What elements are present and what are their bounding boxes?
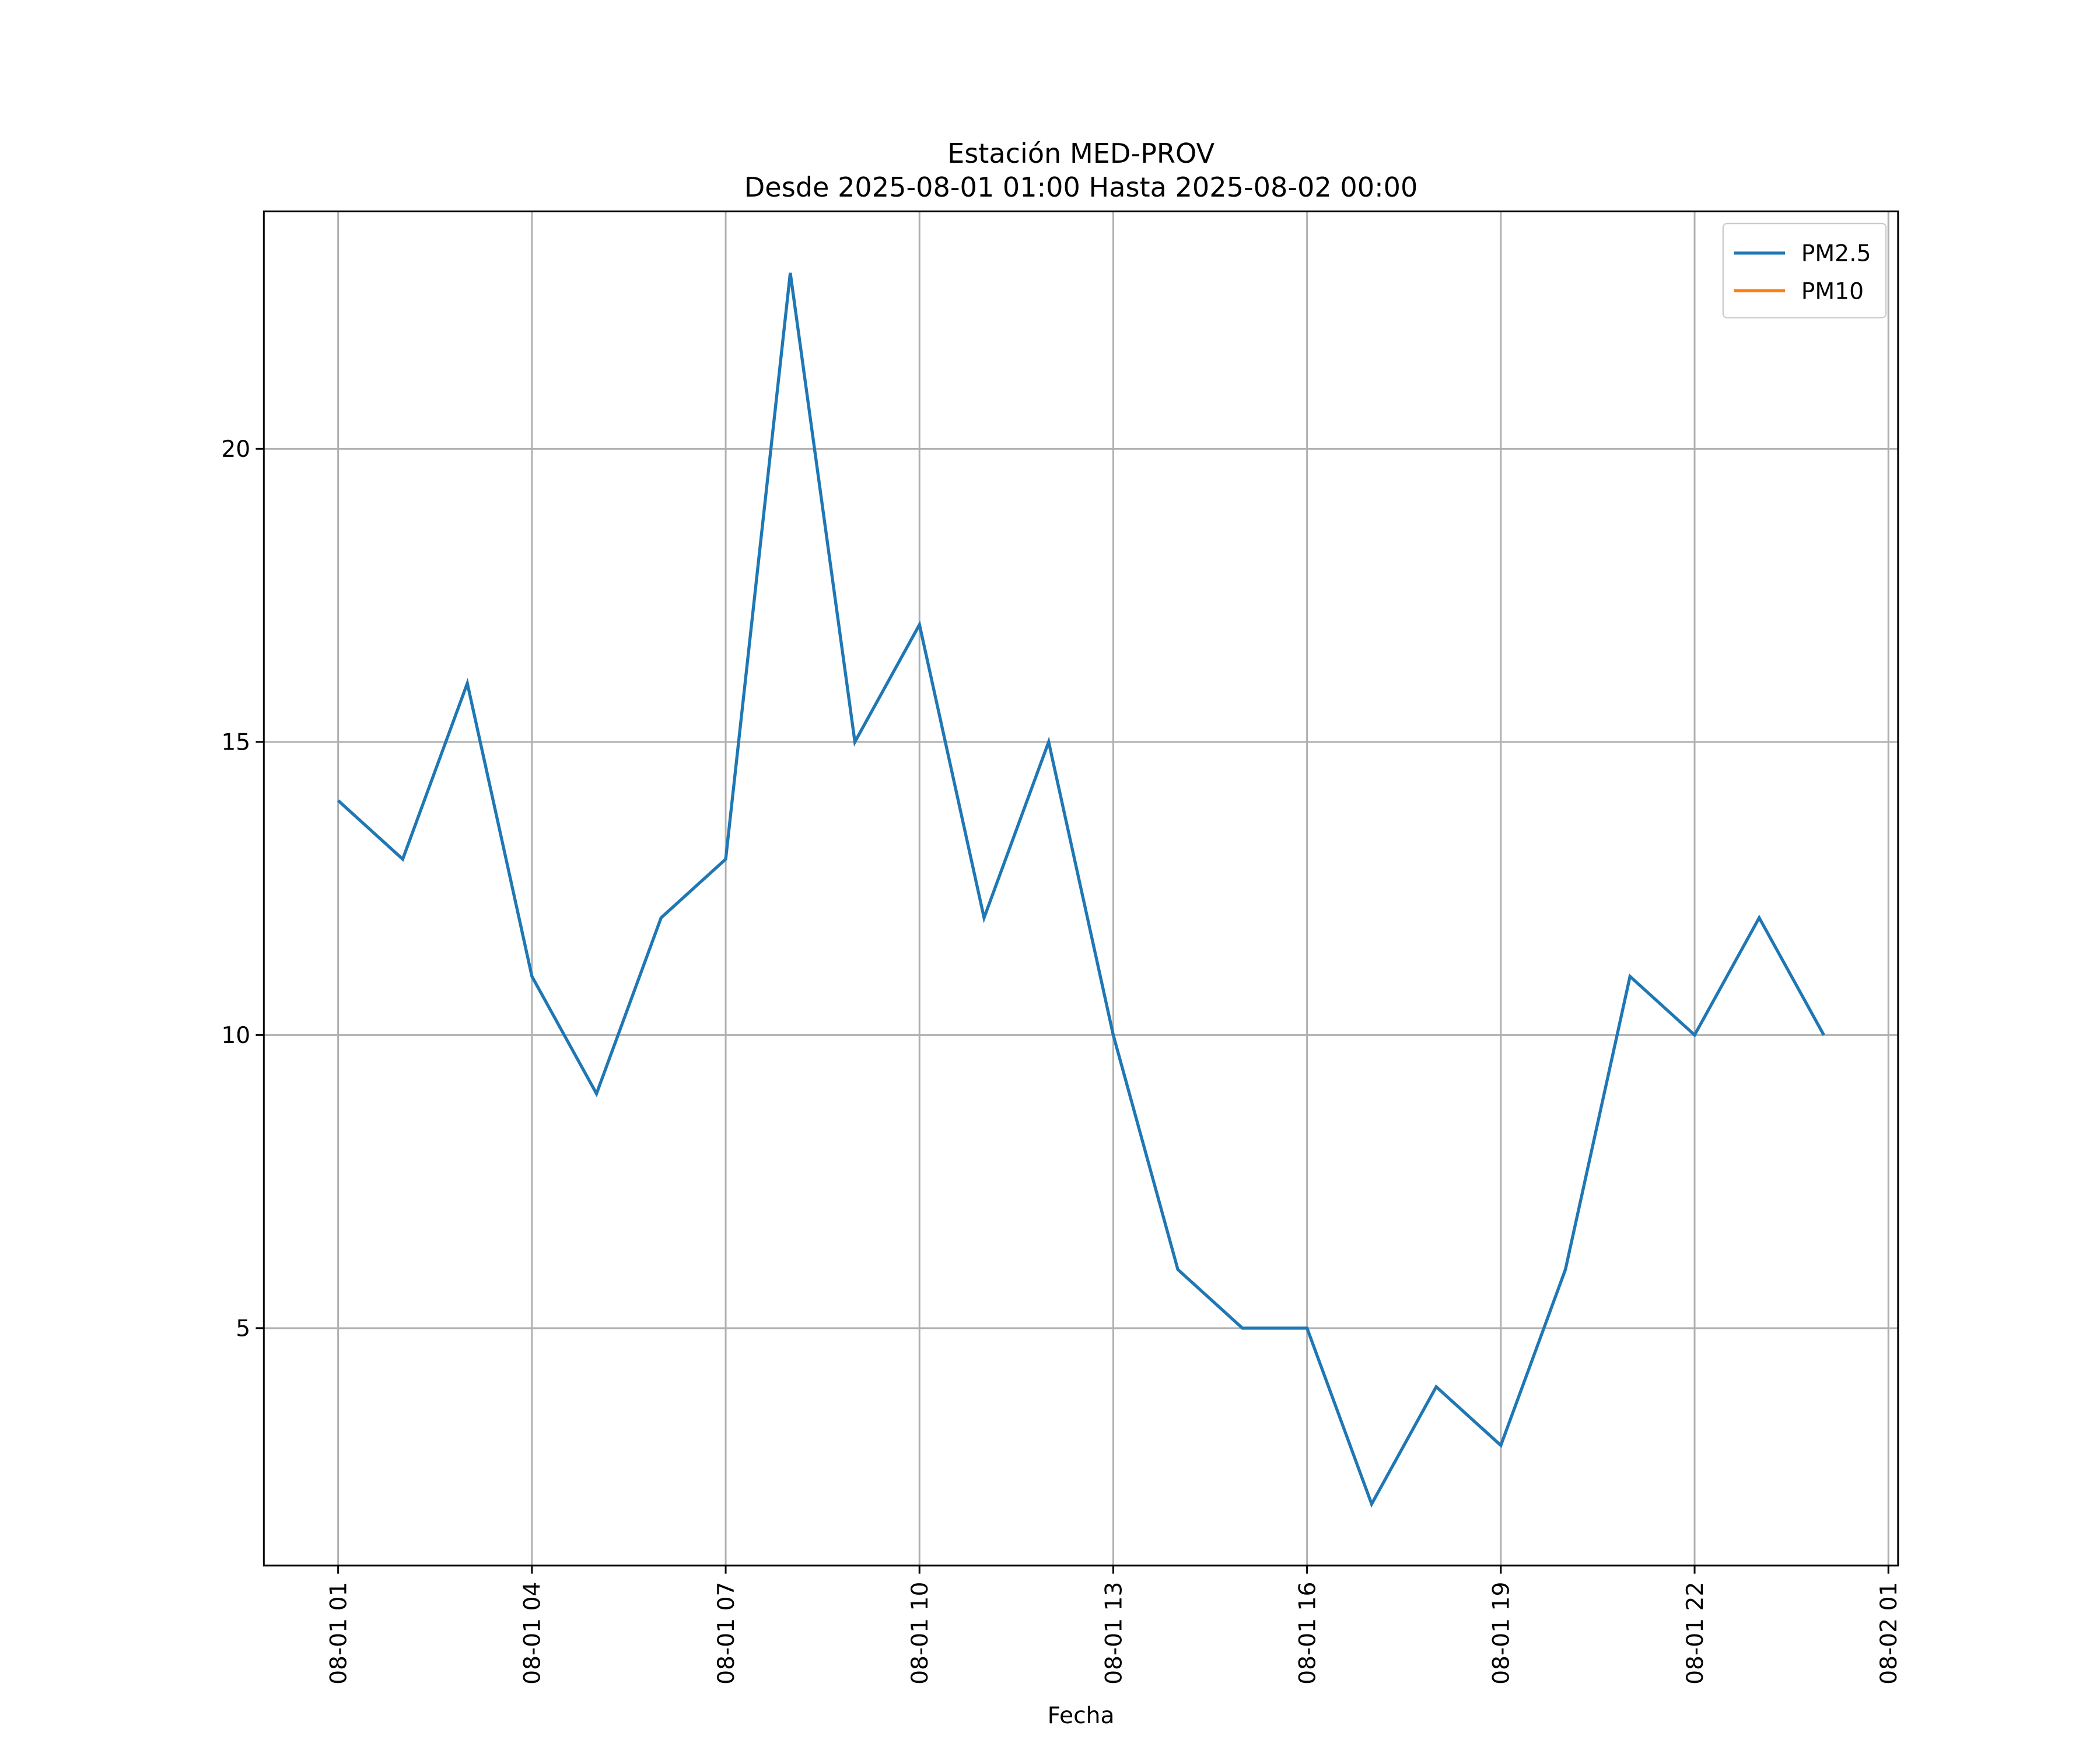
x-tick-label: 08-01 07: [713, 1582, 740, 1685]
x-tick-label: 08-01 04: [520, 1582, 546, 1685]
x-tick-label: 08-01 16: [1294, 1582, 1321, 1685]
legend-label: PM2.5: [1801, 241, 1871, 267]
x-tick-label: 08-01 01: [326, 1582, 352, 1685]
chart-subtitle: Desde 2025-08-01 01:00 Hasta 2025-08-02 …: [744, 172, 1418, 203]
y-tick-label: 5: [236, 1316, 250, 1342]
y-tick-label: 10: [221, 1023, 250, 1049]
plot-frame: [262, 210, 1899, 1567]
x-tick-label: 08-02 01: [1876, 1582, 1902, 1685]
y-tick-label: 15: [221, 730, 250, 756]
chart-title: Estación MED-PROV: [947, 138, 1214, 169]
x-tick-label: 08-01 10: [907, 1582, 933, 1685]
legend: PM2.5 PM10: [1722, 222, 1887, 318]
data-line: [337, 272, 1825, 1508]
x-tick-label: 08-01 13: [1101, 1582, 1127, 1685]
x-axis-label: Fecha: [1048, 1703, 1115, 1729]
y-tick-label: 20: [221, 436, 250, 463]
x-tick-label: 08-01 22: [1682, 1582, 1709, 1685]
legend-box: [1722, 222, 1887, 318]
x-tick-label: 08-01 19: [1489, 1582, 1515, 1685]
legend-label: PM10: [1801, 278, 1864, 304]
